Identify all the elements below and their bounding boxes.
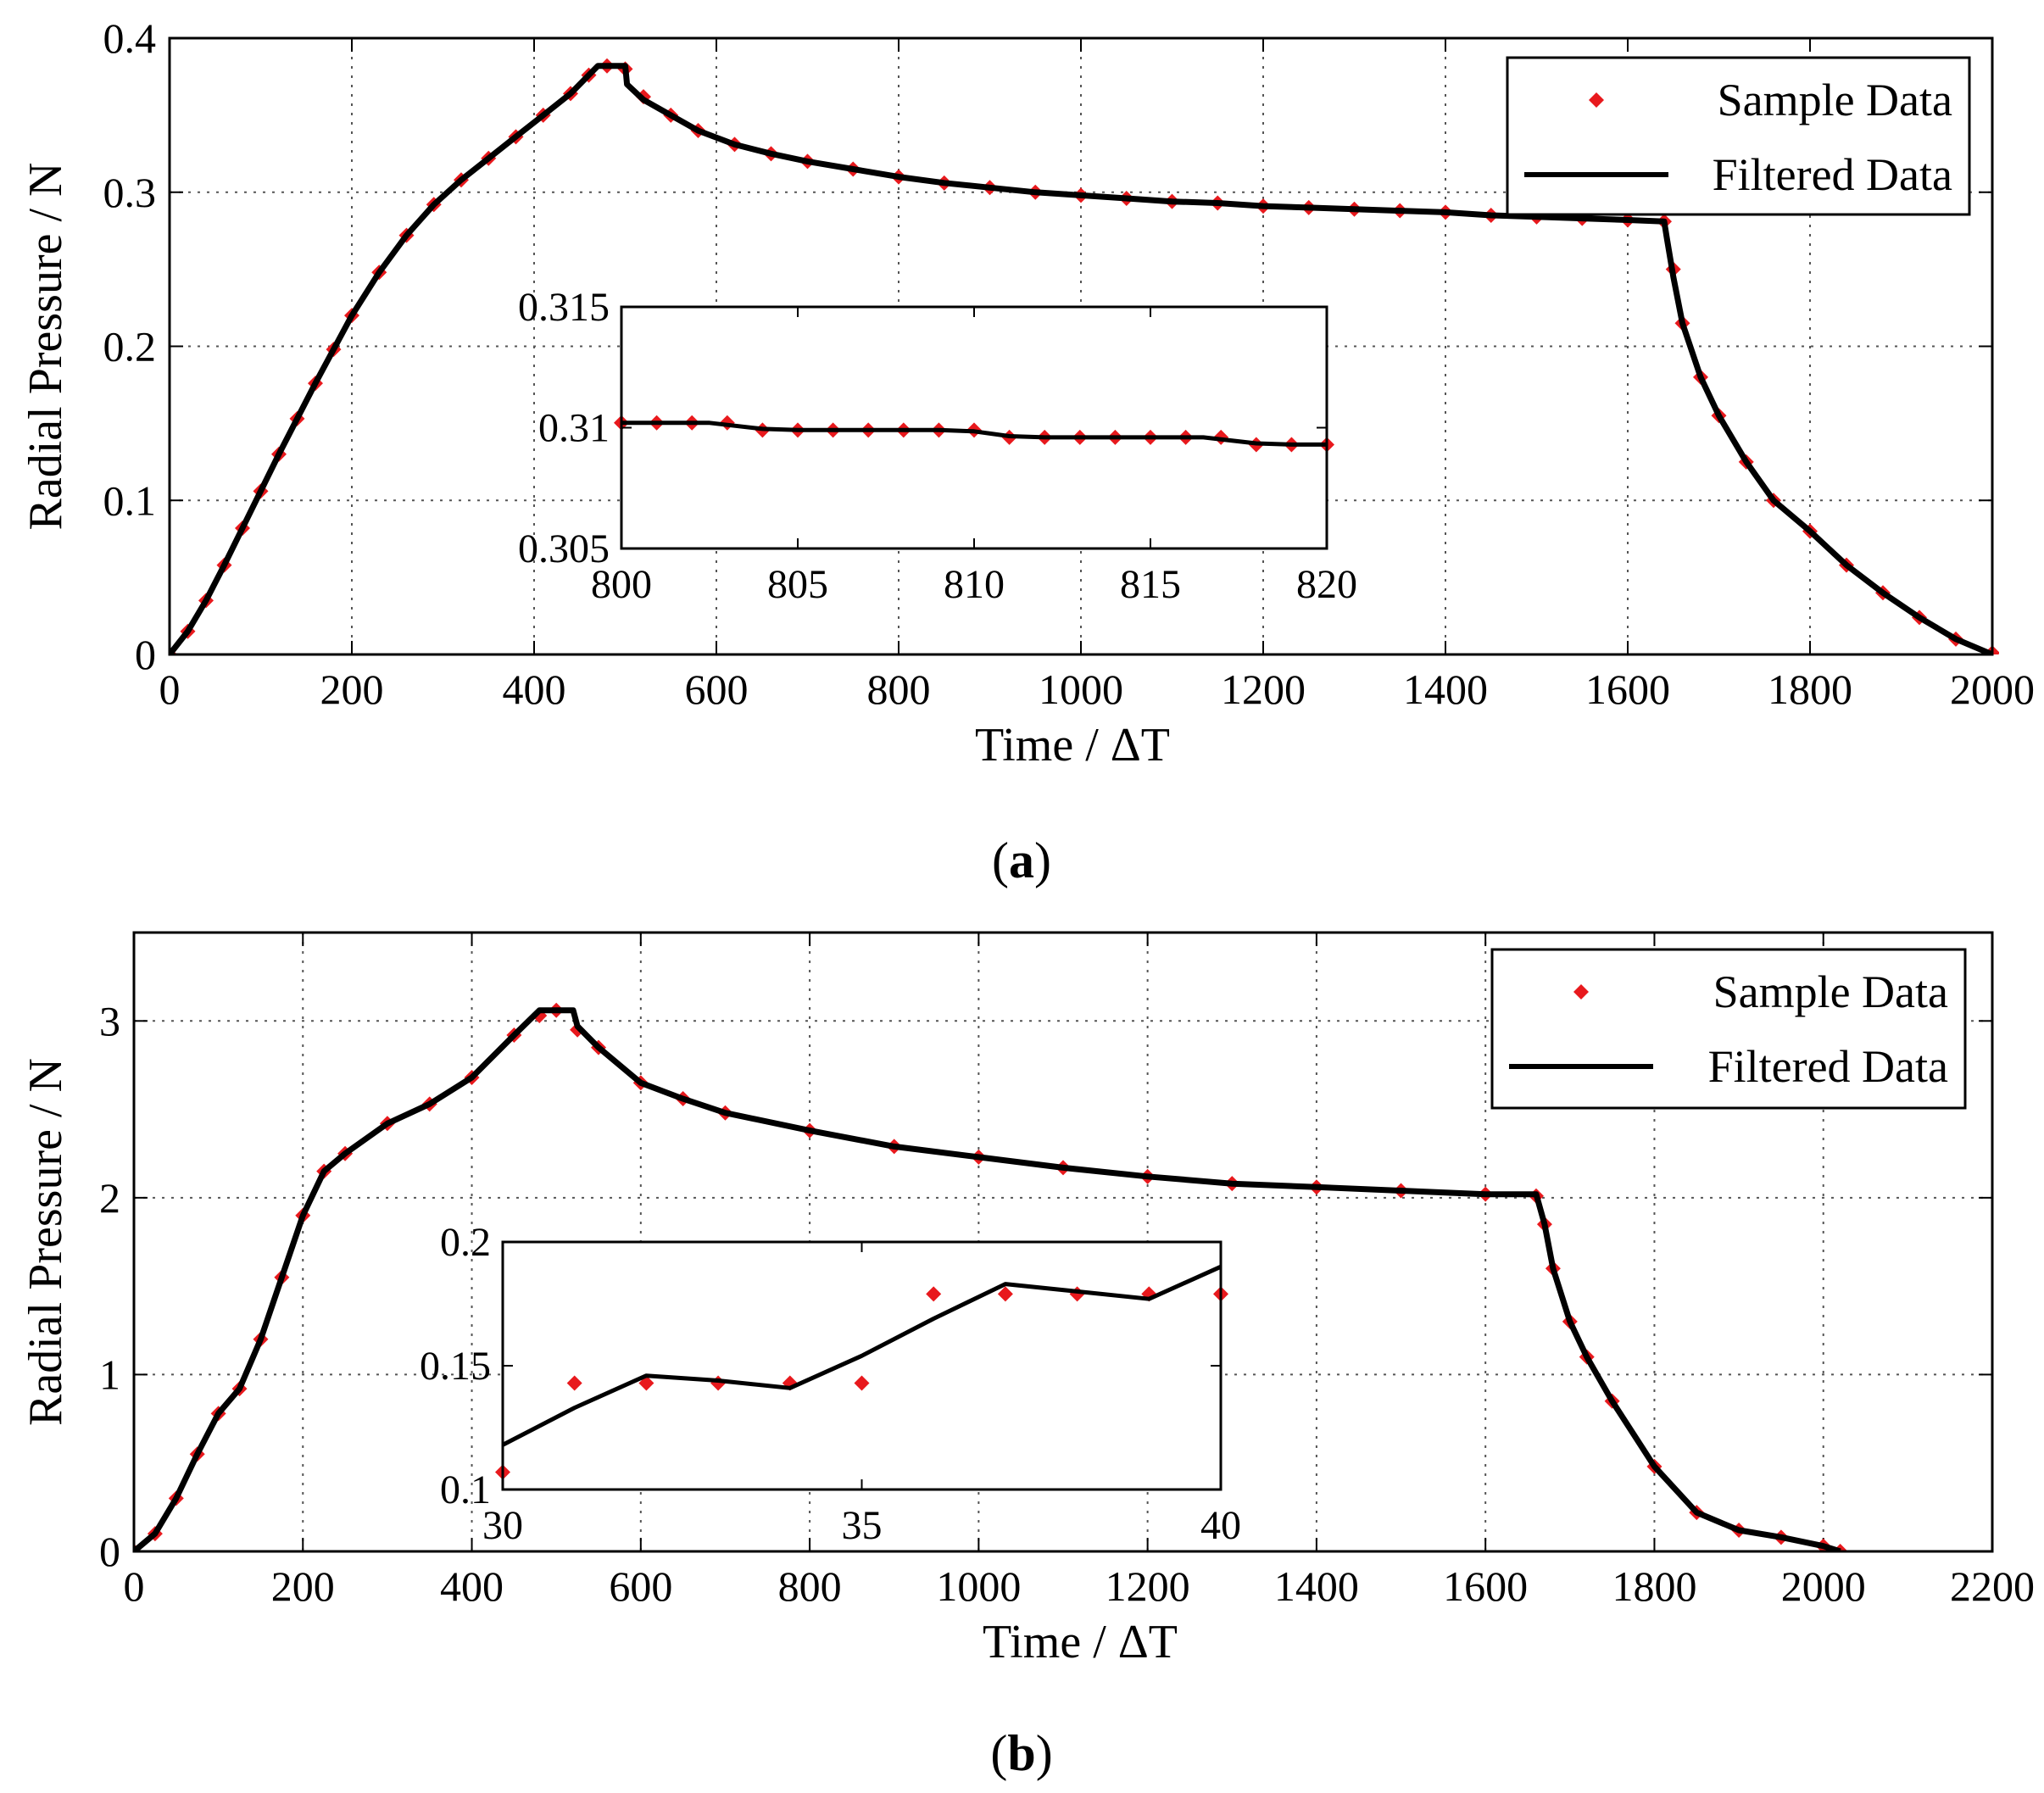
chart-b-inset-xtick-label-0: 30 bbox=[482, 1503, 523, 1548]
chart-b-xtick-label-4: 800 bbox=[778, 1562, 842, 1610]
chart-a-ytick-label-1: 0.1 bbox=[103, 476, 157, 524]
chart-a-inset-xtick-label-1: 805 bbox=[767, 562, 828, 607]
chart-b-legend: Sample Data Filtered Data bbox=[1490, 948, 1967, 1110]
chart-a-inset-ytick-label-2: 0.315 bbox=[518, 285, 610, 330]
chart-b-xtick-label-8: 1600 bbox=[1443, 1562, 1528, 1610]
chart-b-xtick-label-6: 1200 bbox=[1106, 1562, 1190, 1610]
chart-a-ytick-label-0: 0 bbox=[135, 631, 156, 678]
chart-b-ytick-label-3: 3 bbox=[99, 997, 120, 1044]
chart-b-xtick-label-11: 2200 bbox=[1950, 1562, 2035, 1610]
chart-a-inset-xtick-label-4: 820 bbox=[1296, 562, 1357, 607]
chart-a-ytick-label-4: 0.4 bbox=[103, 14, 157, 62]
chart-b-inset-xtick-label-2: 40 bbox=[1200, 1503, 1241, 1548]
chart-a-inset-xtick-label-0: 800 bbox=[591, 562, 652, 607]
chart-a-inset-xtick-label-2: 810 bbox=[944, 562, 1005, 607]
chart-b-legend-sample-data-label: Sample Data bbox=[1713, 966, 1948, 1017]
chart-a-ytick-label-2: 0.2 bbox=[103, 323, 157, 370]
chart-a-xtick-label-6: 1200 bbox=[1221, 665, 1306, 713]
chart-a-xtick-label-9: 1800 bbox=[1768, 665, 1852, 713]
chart-b-inset-series-sample-data-point bbox=[854, 1375, 870, 1391]
chart-b-xtick-label-10: 2000 bbox=[1781, 1562, 1866, 1610]
chart-b-xtick-label-7: 1400 bbox=[1274, 1562, 1359, 1610]
panel-b-caption: (b) bbox=[990, 1725, 1052, 1781]
chart-b-series-filtered-data-line bbox=[134, 1007, 1841, 1551]
chart-a-ytick-label-3: 0.3 bbox=[103, 169, 157, 216]
chart-b-inset-ytick-label-0: 0.1 bbox=[440, 1467, 491, 1512]
chart-a-series-group bbox=[170, 58, 1999, 654]
chart-a-legend-sample-data-marker bbox=[1589, 92, 1604, 108]
chart-b-x-axis-label: Time / ΔT bbox=[983, 1616, 1178, 1668]
chart-b-xtick-label-9: 1800 bbox=[1612, 1562, 1696, 1610]
chart-a-legend-sample-data-label: Sample Data bbox=[1718, 75, 1952, 125]
chart-a-legend: Sample Data Filtered Data bbox=[1506, 56, 1971, 216]
chart-b-xtick-label-3: 600 bbox=[609, 1562, 672, 1610]
chart-b-legend-box bbox=[1490, 948, 1967, 1110]
chart-a-x-axis-label: Time / ΔT bbox=[975, 719, 1170, 771]
chart-b-group: 0 200 400 600 800 1000 1200 1400 1600 1800 2000 220… bbox=[19, 931, 2035, 1668]
chart-a-group: 0 200 400 600 800 1000 1200 1400 1600 1800 2000 0 0.… bbox=[19, 14, 2035, 771]
chart-b-xtick-label-1: 200 bbox=[271, 1562, 335, 1610]
chart-a-xtick-label-0: 0 bbox=[159, 665, 181, 713]
chart-a-xtick-label-8: 1600 bbox=[1585, 665, 1670, 713]
chart-b-y-axis-label: Radial Pressure / N bbox=[19, 1058, 72, 1426]
chart-a-inset-ytick-label-1: 0.31 bbox=[538, 406, 610, 451]
chart-b-inset-background bbox=[503, 1242, 1221, 1490]
chart-b-xtick-label-5: 1000 bbox=[936, 1562, 1021, 1610]
chart-a-inset-ytick-label-0: 0.305 bbox=[518, 526, 610, 571]
chart-b-inset-series-sample-data-point bbox=[926, 1286, 942, 1302]
chart-a-y-axis-label: Radial Pressure / N bbox=[19, 163, 72, 531]
chart-a-xtick-label-5: 1000 bbox=[1039, 665, 1123, 713]
chart-a-inset-frame bbox=[620, 305, 1328, 550]
chart-a-inset-series-filtered-data-line bbox=[621, 420, 1327, 447]
chart-a-xtick-label-4: 800 bbox=[867, 665, 931, 713]
chart-a-series-filtered-data-line bbox=[170, 63, 1994, 654]
chart-b-ytick-label-2: 2 bbox=[99, 1174, 120, 1222]
chart-b-xtick-label-2: 400 bbox=[440, 1562, 504, 1610]
chart-b-legend-filtered-data-label: Filtered Data bbox=[1708, 1041, 1948, 1092]
chart-a-xtick-label-10: 2000 bbox=[1950, 665, 2035, 713]
chart-a-axes-frame bbox=[168, 36, 1994, 656]
panel-a-caption: (a) bbox=[992, 832, 1051, 888]
chart-a-legend-filtered-data-label: Filtered Data bbox=[1713, 149, 1952, 200]
chart-b-xtick-label-0: 0 bbox=[124, 1562, 145, 1610]
chart-b-ytick-label-1: 1 bbox=[99, 1350, 120, 1398]
chart-b-axes-frame bbox=[132, 931, 1994, 1553]
chart-b-inset-series-sample-data-point bbox=[997, 1286, 1013, 1302]
chart-a-legend-box bbox=[1506, 56, 1971, 216]
chart-b-inset-xtick-label-1: 35 bbox=[842, 1503, 883, 1548]
chart-a-xtick-label-2: 400 bbox=[503, 665, 566, 713]
chart-a-xtick-label-3: 600 bbox=[685, 665, 749, 713]
chart-a-xtick-label-1: 200 bbox=[320, 665, 384, 713]
chart-a-inset-xtick-label-3: 815 bbox=[1120, 562, 1181, 607]
chart-b-series-group bbox=[134, 1002, 1848, 1551]
chart-b-legend-sample-data-marker bbox=[1573, 984, 1589, 1000]
chart-b-inset-series-filtered-data-line bbox=[501, 1264, 1223, 1447]
chart-b-inset-ytick-label-1: 0.15 bbox=[420, 1344, 491, 1389]
chart-b-ytick-label-0: 0 bbox=[99, 1528, 120, 1575]
chart-b-inset-ytick-label-2: 0.2 bbox=[440, 1220, 491, 1265]
chart-b-inset-frame bbox=[501, 1240, 1223, 1491]
chart-a-inset-group: 800 805 810 815 820 0.305 0.31 0.315 bbox=[518, 285, 1357, 607]
chart-b-inset-group: 30 35 40 0.1 0.15 0.2 bbox=[420, 1220, 1241, 1548]
chart-b-inset-series-sample-data-point bbox=[566, 1375, 582, 1391]
chart-a-xtick-label-7: 1400 bbox=[1403, 665, 1488, 713]
